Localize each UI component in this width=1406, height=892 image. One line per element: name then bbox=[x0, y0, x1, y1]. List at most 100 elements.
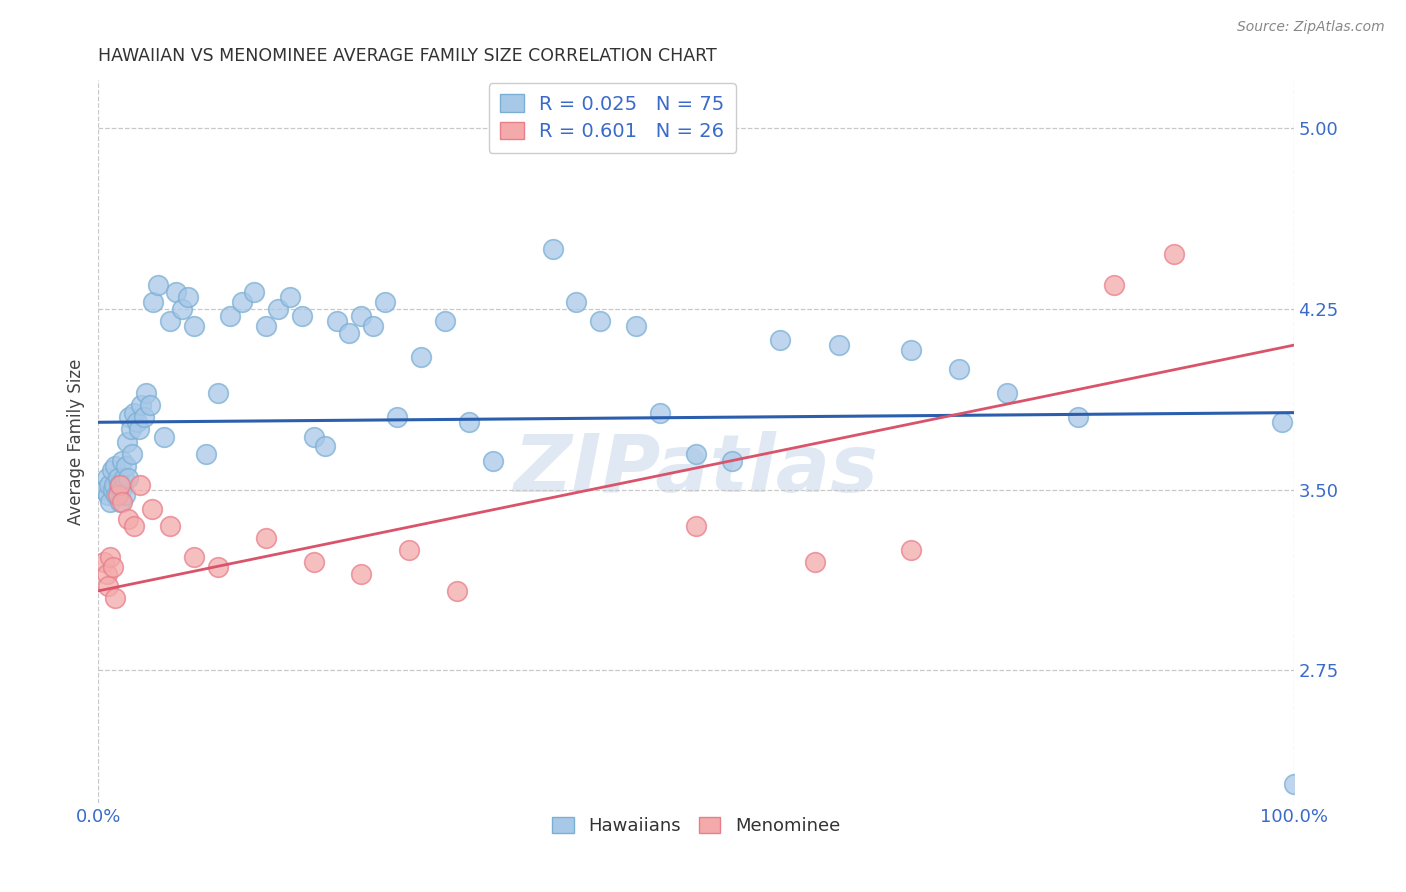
Point bbox=[93, 555, 115, 569]
Legend: Hawaiians, Menominee: Hawaiians, Menominee bbox=[543, 808, 849, 845]
Point bbox=[125, 415, 148, 429]
Point bbox=[1282, 776, 1305, 790]
Point bbox=[118, 410, 141, 425]
Point bbox=[828, 338, 851, 352]
Point bbox=[115, 458, 138, 473]
Point bbox=[105, 487, 128, 501]
Point bbox=[267, 301, 290, 317]
Point bbox=[900, 343, 922, 357]
Point bbox=[141, 502, 163, 516]
Point bbox=[112, 471, 135, 485]
Point bbox=[350, 567, 373, 582]
Point bbox=[159, 314, 181, 328]
Point bbox=[350, 310, 373, 324]
Point bbox=[172, 301, 194, 317]
Y-axis label: Average Family Size: Average Family Size bbox=[66, 359, 84, 524]
Point bbox=[183, 318, 205, 333]
Point bbox=[948, 362, 970, 376]
Point bbox=[101, 483, 124, 497]
Point bbox=[132, 410, 155, 425]
Point bbox=[114, 487, 136, 501]
Point bbox=[363, 318, 385, 333]
Point bbox=[142, 294, 165, 309]
Point bbox=[115, 434, 138, 449]
Point bbox=[626, 318, 648, 333]
Point bbox=[446, 583, 468, 598]
Point bbox=[108, 494, 131, 508]
Point bbox=[183, 550, 205, 565]
Point bbox=[104, 591, 127, 606]
Point bbox=[326, 314, 349, 328]
Text: HAWAIIAN VS MENOMINEE AVERAGE FAMILY SIZE CORRELATION CHART: HAWAIIAN VS MENOMINEE AVERAGE FAMILY SIZ… bbox=[98, 47, 717, 65]
Point bbox=[398, 542, 420, 557]
Point bbox=[481, 454, 505, 468]
Point bbox=[315, 439, 337, 453]
Point bbox=[96, 471, 118, 485]
Point bbox=[101, 559, 124, 574]
Point bbox=[506, 133, 529, 147]
Point bbox=[103, 478, 125, 492]
Point bbox=[721, 454, 744, 468]
Point bbox=[804, 555, 827, 569]
Point bbox=[565, 294, 588, 309]
Point bbox=[96, 567, 118, 582]
Point bbox=[1067, 410, 1090, 425]
Point bbox=[685, 446, 707, 460]
Point bbox=[120, 423, 142, 437]
Text: Source: ZipAtlas.com: Source: ZipAtlas.com bbox=[1237, 20, 1385, 34]
Point bbox=[97, 579, 120, 593]
Point bbox=[124, 519, 146, 533]
Point bbox=[153, 430, 176, 444]
Point bbox=[768, 334, 790, 348]
Point bbox=[231, 294, 253, 309]
Point bbox=[128, 423, 150, 437]
Point bbox=[1104, 278, 1126, 293]
Point bbox=[195, 446, 218, 460]
Point bbox=[98, 494, 122, 508]
Point bbox=[411, 351, 433, 365]
Point bbox=[148, 278, 170, 293]
Point bbox=[648, 406, 672, 420]
Point bbox=[374, 294, 396, 309]
Point bbox=[129, 478, 152, 492]
Point bbox=[111, 454, 134, 468]
Point bbox=[98, 478, 121, 492]
Point bbox=[139, 398, 162, 412]
Point bbox=[121, 446, 143, 460]
Point bbox=[541, 242, 564, 256]
Point bbox=[107, 478, 129, 492]
Point bbox=[685, 519, 707, 533]
Point bbox=[339, 326, 361, 340]
Point bbox=[117, 511, 139, 525]
Point bbox=[254, 531, 277, 545]
Point bbox=[302, 430, 325, 444]
Point bbox=[111, 494, 134, 508]
Point bbox=[243, 285, 266, 300]
Point bbox=[97, 487, 120, 501]
Point bbox=[159, 519, 181, 533]
Point bbox=[107, 471, 129, 485]
Point bbox=[207, 559, 229, 574]
Point bbox=[135, 386, 157, 401]
Point bbox=[458, 415, 481, 429]
Point bbox=[108, 478, 131, 492]
Point bbox=[434, 314, 457, 328]
Point bbox=[98, 550, 122, 565]
Point bbox=[900, 542, 922, 557]
Point bbox=[219, 310, 242, 324]
Point bbox=[107, 487, 129, 501]
Point bbox=[131, 398, 153, 412]
Point bbox=[165, 285, 187, 300]
Point bbox=[117, 471, 139, 485]
Point bbox=[1163, 246, 1185, 260]
Point bbox=[1271, 415, 1294, 429]
Point bbox=[177, 290, 200, 304]
Point bbox=[110, 483, 132, 497]
Point bbox=[207, 386, 229, 401]
Point bbox=[385, 410, 409, 425]
Point bbox=[104, 458, 127, 473]
Point bbox=[93, 483, 115, 497]
Point bbox=[100, 463, 122, 477]
Point bbox=[302, 555, 325, 569]
Point bbox=[995, 386, 1018, 401]
